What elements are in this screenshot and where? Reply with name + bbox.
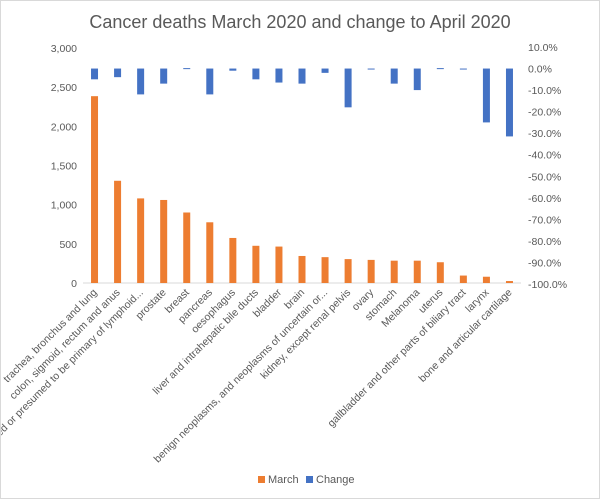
y-secondary-tick-label: -100.0%	[528, 279, 567, 291]
legend: March Change	[258, 474, 355, 486]
change-bar	[298, 68, 306, 84]
march-bar	[390, 260, 398, 283]
change-series	[91, 68, 513, 137]
march-bar	[505, 281, 513, 283]
change-bar	[321, 68, 329, 73]
y-primary-tick-label: 1,500	[51, 161, 77, 173]
y-secondary-tick-label: -20.0%	[528, 107, 561, 119]
y-primary-tick-label: 2,000	[51, 121, 77, 133]
y-secondary-tick-label: -60.0%	[528, 193, 561, 205]
march-bar	[275, 246, 283, 283]
march-bar	[298, 255, 306, 283]
change-bar	[390, 68, 398, 84]
change-bar	[505, 68, 513, 137]
y-primary-tick-label: 500	[59, 239, 77, 251]
change-bar	[482, 68, 490, 123]
march-bar	[459, 275, 467, 283]
y-secondary-tick-label: 10.0%	[528, 42, 558, 54]
axes: 0 500 1,000 1,500 2,000 2,500 3,000 10.0% 0.0% -1…	[51, 42, 567, 291]
chart-title: Cancer deaths March 2020 and change to A…	[89, 12, 510, 32]
march-series	[91, 96, 513, 283]
y-primary-tick-label: 0	[71, 278, 77, 290]
legend-swatch	[306, 476, 313, 483]
change-bar	[275, 68, 283, 83]
change-bar	[413, 68, 421, 91]
march-bar	[413, 260, 421, 283]
change-bar	[160, 68, 168, 84]
y-secondary-tick-label: -80.0%	[528, 236, 561, 248]
change-bar	[206, 68, 214, 95]
march-bar	[91, 96, 99, 283]
march-bar	[229, 237, 237, 283]
march-bar	[436, 262, 444, 283]
category-label: colon, sigmoid, rectum and anus	[7, 287, 122, 402]
march-bar	[344, 259, 352, 283]
change-bar	[436, 68, 444, 70]
change-bar	[252, 68, 260, 80]
y-secondary-tick-label: -90.0%	[528, 257, 561, 269]
march-bar	[137, 198, 145, 283]
change-bar	[367, 68, 375, 70]
march-bar	[206, 222, 214, 283]
march-bar	[321, 257, 329, 283]
y-secondary-tick-label: -40.0%	[528, 150, 561, 162]
change-bar	[137, 68, 145, 95]
march-bar	[114, 180, 122, 283]
y-primary-tick-label: 2,500	[51, 82, 77, 94]
march-bar	[160, 199, 168, 283]
march-bar	[367, 259, 375, 283]
change-bar	[344, 68, 352, 108]
change-bar	[91, 68, 99, 80]
y-secondary-tick-label: -50.0%	[528, 171, 561, 183]
y-primary-tick-label: 3,000	[51, 43, 77, 55]
change-bar	[114, 68, 122, 78]
march-bar	[183, 212, 191, 283]
legend-entry: March	[268, 474, 299, 486]
legend-entry: Change	[316, 474, 355, 486]
change-bar	[183, 68, 191, 70]
legend-swatch	[258, 476, 265, 483]
y-secondary-tick-label: 0.0%	[528, 64, 552, 76]
march-bar	[252, 245, 260, 283]
change-bar	[229, 68, 237, 71]
change-bar	[459, 68, 467, 70]
march-bar	[482, 276, 490, 283]
y-secondary-tick-label: -70.0%	[528, 214, 561, 226]
y-primary-tick-label: 1,000	[51, 200, 77, 212]
category-label: trachea, bronchus and lung	[1, 287, 100, 386]
y-secondary-tick-label: -10.0%	[528, 85, 561, 97]
y-secondary-tick-label: -30.0%	[528, 128, 561, 140]
